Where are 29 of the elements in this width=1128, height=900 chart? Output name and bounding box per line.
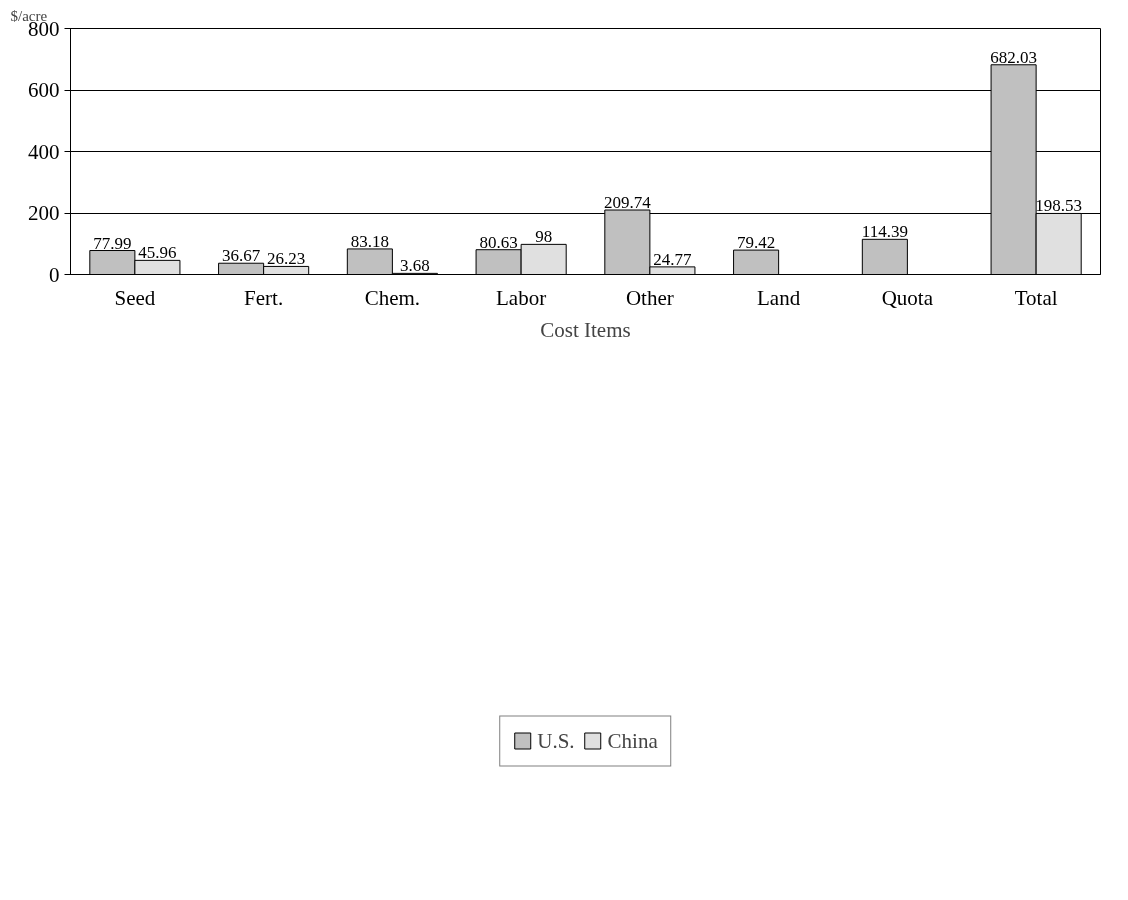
x-tick-label: Fert. <box>244 285 284 310</box>
data-label: 26.23 <box>267 249 306 269</box>
data-label: 682.03 <box>990 47 1037 67</box>
y-tick-label: 0 <box>49 262 60 287</box>
data-label: 3.68 <box>400 256 430 276</box>
y-tick-label: 200 <box>28 201 60 225</box>
data-label: 24.77 <box>653 249 693 269</box>
legend-label: U.S. <box>537 728 575 754</box>
x-tick-label: Seed <box>114 285 156 310</box>
x-tick-label: Total <box>1014 285 1058 310</box>
data-label: 83.18 <box>350 231 389 251</box>
x-axis-title: Cost Items <box>540 317 631 342</box>
x-tick-label: Land <box>757 285 801 310</box>
data-label: 45.96 <box>138 243 177 263</box>
data-label: 77.99 <box>93 233 132 253</box>
x-tick-label: Labor <box>496 285 547 310</box>
x-tick-label: Chem. <box>364 285 421 310</box>
data-label: 80.63 <box>479 232 518 252</box>
data-label: 36.67 <box>221 246 261 266</box>
data-label: 98 <box>535 227 553 247</box>
data-label: 114.39 <box>861 222 908 242</box>
data-label: 198.53 <box>1035 196 1083 216</box>
data-label: 79.42 <box>736 233 776 253</box>
x-tick-label: Quota <box>881 285 934 310</box>
legend-label: China <box>607 728 658 754</box>
x-tick-label: Other <box>625 285 674 310</box>
y-tick-label: 400 <box>28 139 60 164</box>
data-label: 209.74 <box>603 193 652 212</box>
y-tick-label: 600 <box>28 78 60 102</box>
